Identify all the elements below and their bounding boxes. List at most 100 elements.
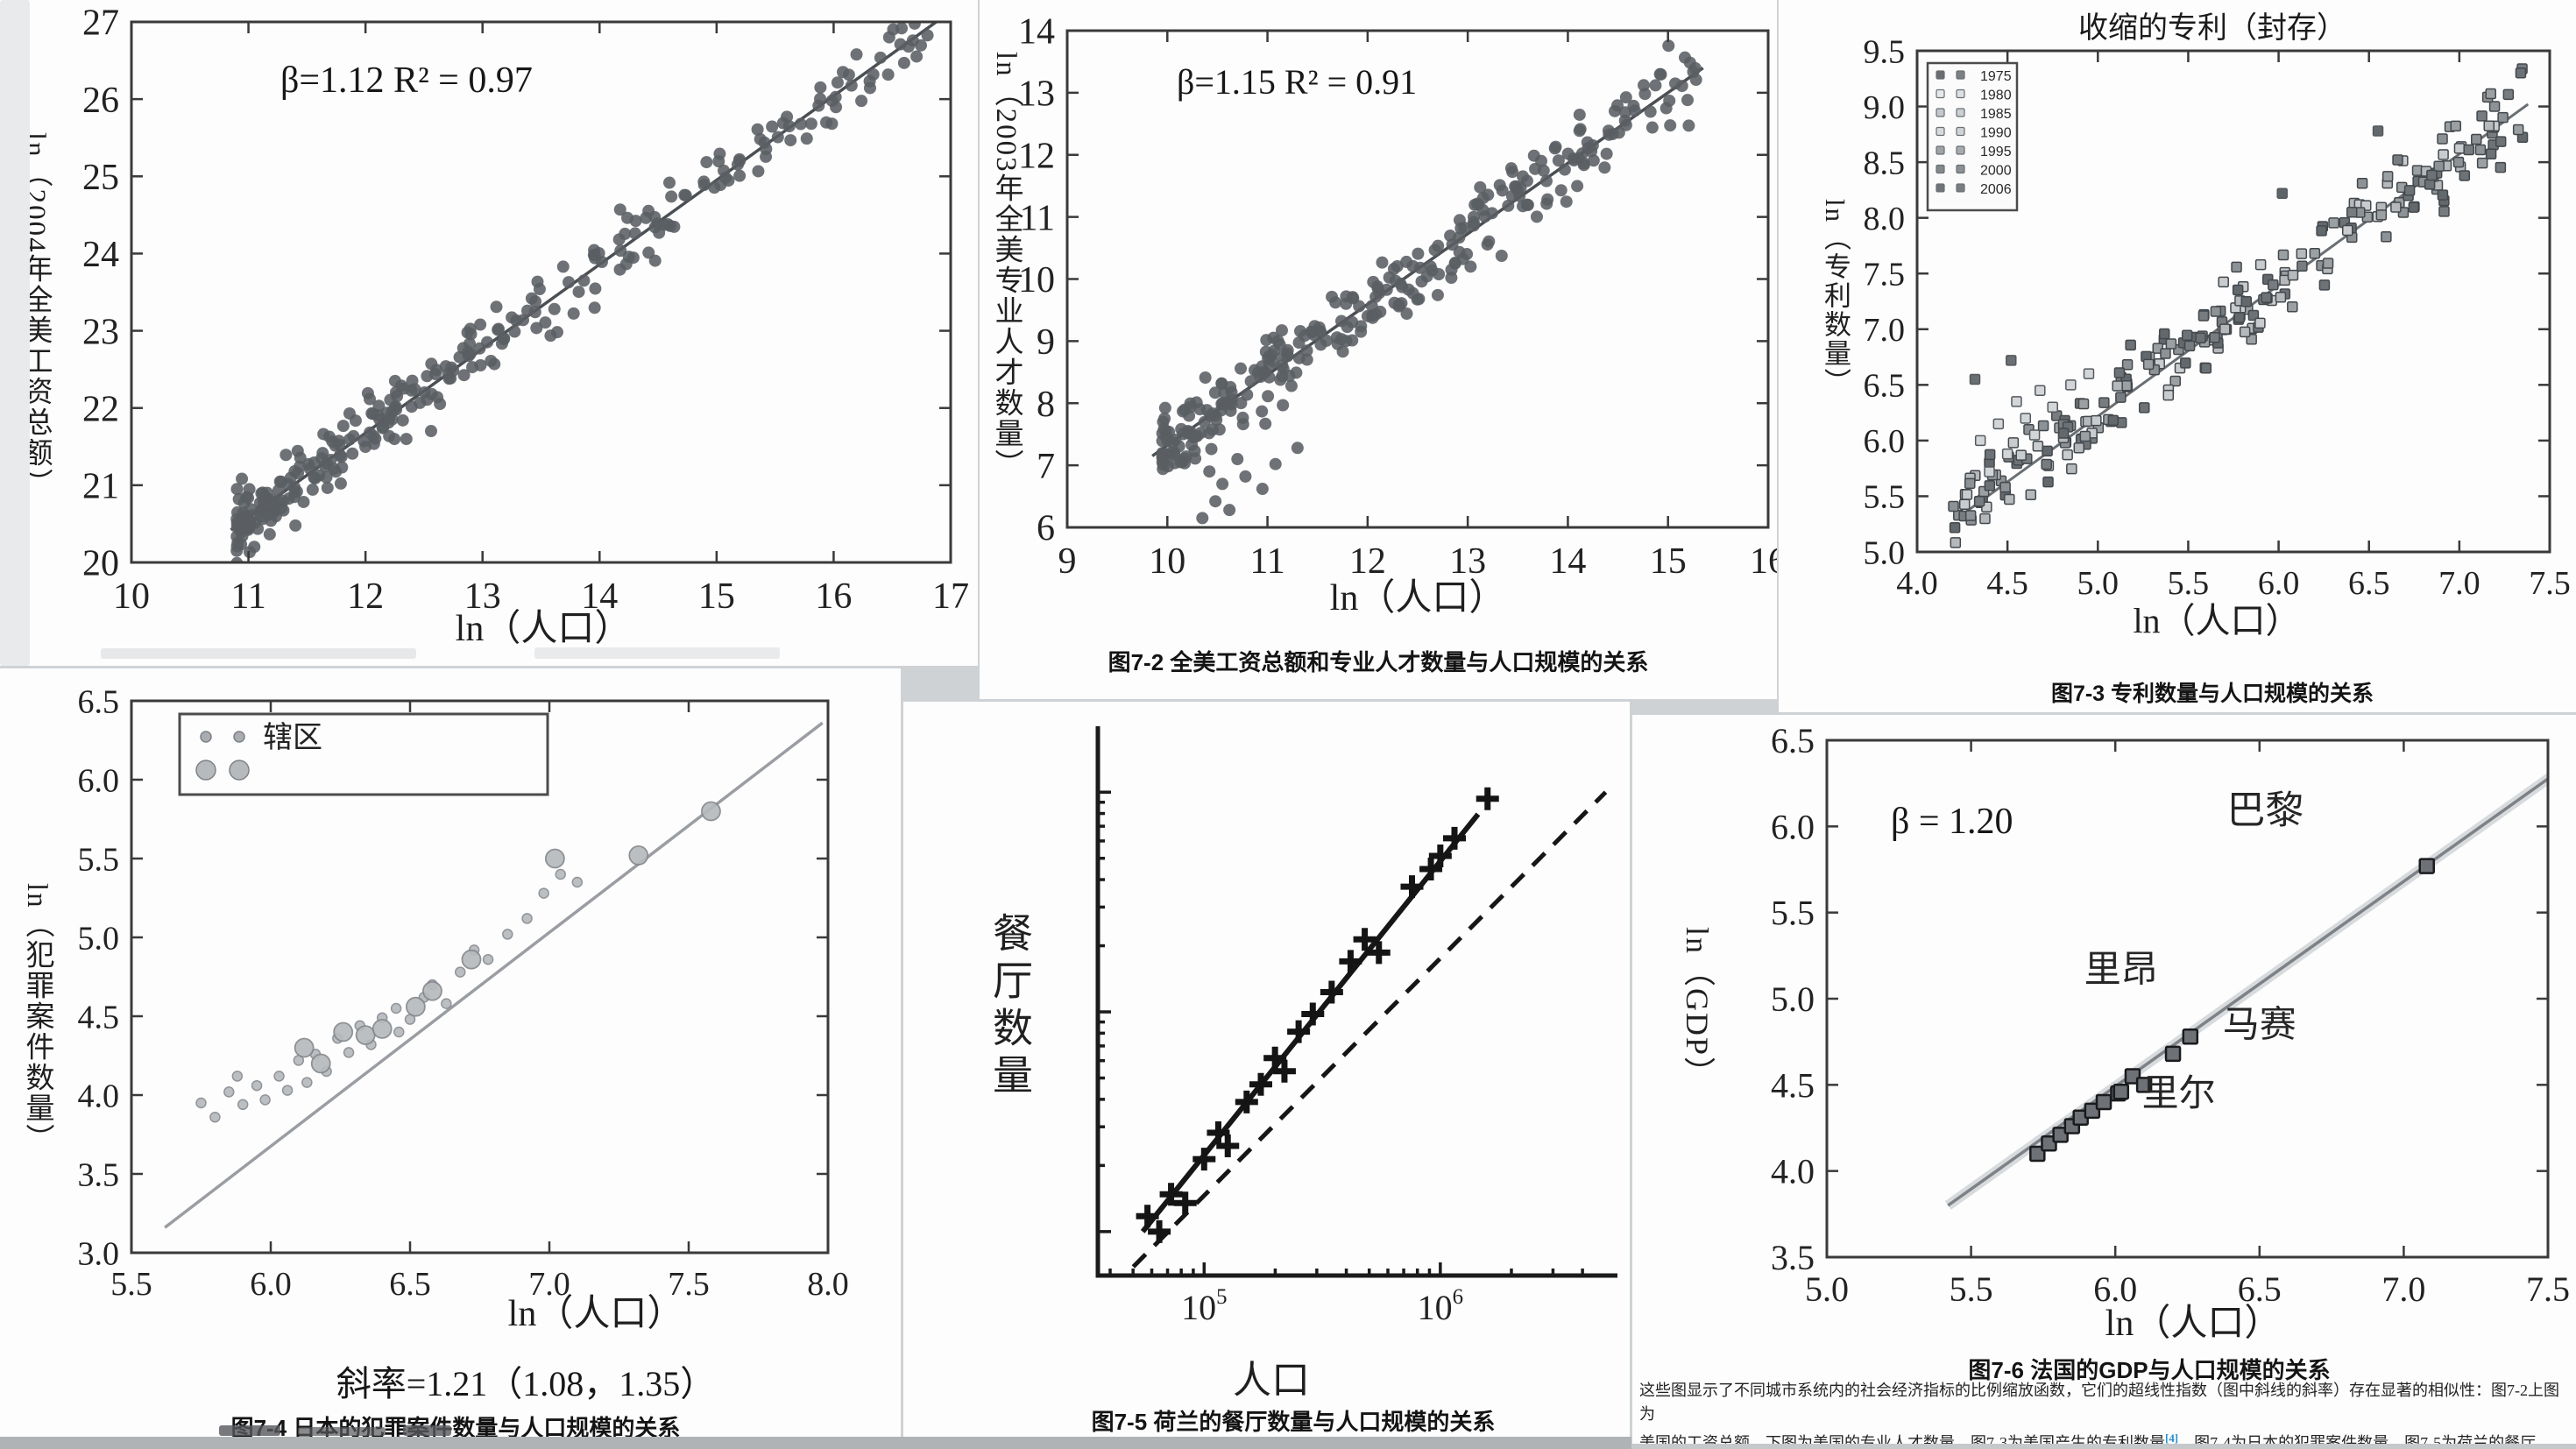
fit-line	[164, 721, 824, 1229]
y-tick-label: 4.5	[1771, 1065, 1815, 1105]
us-professionals-chart-canvas: 9 10 11 12 13 14 15 16 6 7 8 9 10 11 12 13 14	[1018, 12, 1777, 582]
y-tick-label: 5.0	[78, 920, 120, 957]
legend-swatch-icon	[1936, 88, 1945, 99]
x-tick-label: 11	[230, 576, 265, 617]
x-tick-label: 15	[698, 576, 735, 617]
description-line-1: 这些图显示了不同城市系统内的社会经济指标的比例缩放函数，它们的超线性指数（图中斜…	[1639, 1382, 2559, 1423]
tick-labels: 4.0 4.5 5.0 5.5 6.0 6.5 7.0 7.5 5.0 5.5 6.0 6.5 7.0 7…	[1864, 33, 2571, 602]
x-tick-label: 15	[1650, 541, 1687, 582]
point-label: 里尔	[2142, 1074, 2216, 1114]
y-tick-label: 7	[1037, 447, 1055, 487]
ticks	[1098, 790, 1584, 1276]
panel-patents-chart: 4.0 4.5 5.0 5.5 6.0 6.5 7.0 7.5 5.0 5.5 6.0 6.5 7.0 7…	[1779, 0, 2576, 712]
scatter-points	[2029, 858, 2435, 1163]
axes-frame	[130, 20, 952, 564]
y-tick-label: 3.0	[78, 1235, 120, 1272]
ticks	[1825, 739, 2550, 1259]
legend-label: 2006	[1980, 182, 2012, 197]
plot-area	[1944, 772, 2548, 1210]
y-tick-label: 5.5	[78, 841, 120, 878]
scan-artifact	[219, 1425, 280, 1436]
scan-artifact	[298, 1427, 386, 1436]
x-axis-label: ln（人口）	[1329, 578, 1506, 618]
x-tick-label: 5.0	[2077, 565, 2120, 602]
x-tick-label: 6.0	[2258, 565, 2300, 602]
y-tick-label: 5.5	[1771, 894, 1815, 933]
figure-caption: 图7-5 荷兰的餐厅数量与人口规模的关系	[1091, 1409, 1496, 1435]
y-tick-label: 5.0	[1864, 534, 1906, 571]
y-tick-label: 3.5	[1771, 1238, 1815, 1277]
scan-artifact	[0, 0, 30, 666]
y-tick-label: 3.5	[78, 1156, 120, 1193]
y-tick-label: 12	[1018, 136, 1055, 176]
x-tick-label: 17	[932, 576, 969, 617]
tick-labels: 10 11 12 13 14 15 16 17 20 21 22 23 24 25 26 27	[82, 4, 969, 617]
tick-labels: 5.5 6.0 6.5 7.0 7.5 8.0 3.0 3.5 4.0 4.5 5.0 5.5 6.0 6…	[78, 683, 849, 1303]
scan-edge-bar	[0, 1437, 1631, 1449]
scatter-points	[1948, 63, 2529, 548]
y-tick-label: 8.0	[1864, 201, 1906, 237]
x-tick-label: 13	[1449, 541, 1486, 582]
citation-ref-4: [4]	[2165, 1431, 2179, 1445]
scan-edge-bar	[1631, 1444, 2576, 1449]
y-tick-label: 10	[1018, 260, 1055, 300]
panel-us-wages-chart: 10 11 12 13 14 15 16 17 20 21 22 23 24 25 26 27 ln（2004…	[0, 0, 978, 666]
x-tick-label: 12	[1349, 541, 1386, 582]
x-tick-label: 4.0	[1896, 565, 1938, 602]
y-tick-label: 9.5	[1864, 33, 1906, 70]
panel-restaurants-chart: 105 106 餐厅数量 人口 图7-5 荷兰的餐厅数量与人口规模的关系	[903, 702, 1630, 1437]
chart-title: 收缩的专利（封存）	[2078, 12, 2346, 45]
figure-caption: 图7-3 专利数量与人口规模的关系	[2050, 682, 2374, 706]
y-tick-label: 23	[82, 312, 119, 352]
legend-swatch-icon	[1936, 164, 1945, 174]
point-label: 里昂	[2084, 950, 2158, 990]
x-tick-label: 6.5	[2348, 565, 2390, 602]
y-tick-label: 4.0	[1771, 1152, 1815, 1191]
legend-marker-icon	[229, 760, 250, 781]
x-tick-label: 7.5	[2529, 565, 2571, 602]
legend-swatch-icon	[1936, 108, 1945, 117]
y-tick-label: 9	[1037, 322, 1055, 363]
x-tick-label: 10	[113, 576, 150, 617]
x-tick-label: 5.5	[2168, 565, 2210, 602]
scatter-points	[230, 22, 934, 562]
scatter-points	[1136, 787, 1499, 1243]
y-tick-label: 7.5	[1864, 257, 1906, 293]
x-tick-label: 11	[1249, 541, 1284, 582]
x-axis-label: ln（人口）	[2133, 601, 2301, 640]
y-tick-label: 6.5	[1864, 368, 1906, 405]
y-tick-label: 24	[82, 235, 119, 275]
x-tick-label: 7.5	[668, 1266, 710, 1303]
y-tick-label: 13	[1018, 74, 1055, 115]
regression-stats-annotation: β=1.12 R² = 0.97	[280, 60, 533, 101]
x-tick-label: 14	[581, 576, 618, 617]
france-gdp-chart-canvas: 5.0 5.5 6.0 6.5 7.0 7.5 3.5 4.0 4.5 5.0 5.5 6.0 6.5 巴…	[1771, 721, 2570, 1309]
legend-swatch-icon	[1936, 70, 1945, 80]
y-tick-label: 8.5	[1864, 145, 1906, 181]
x-tick-label: 7.5	[2526, 1269, 2570, 1309]
legend-label: 1975	[1980, 69, 2012, 84]
plot-area	[1151, 39, 1704, 525]
y-tick-label: 4.5	[78, 999, 120, 1036]
x-axis-label: ln（人口）	[2105, 1304, 2282, 1344]
x-tick-label: 12	[347, 576, 384, 617]
ticks	[1065, 29, 1770, 529]
tick-labels: 9 10 11 12 13 14 15 16 6 7 8 9 10 11 12 13 14	[1018, 12, 1777, 582]
y-tick-label: 5.5	[1864, 479, 1906, 516]
legend-swatch-icon	[1956, 145, 1965, 155]
y-axis-label: ln（2003年全美专业人才数量）	[990, 51, 1022, 480]
legend-swatch-icon	[1956, 108, 1965, 117]
x-tick-label: 106	[1418, 1285, 1463, 1327]
y-tick-label: 14	[1018, 12, 1055, 53]
axes	[1095, 726, 1617, 1278]
y-tick-label: 5.0	[1771, 979, 1815, 1019]
y-tick-label: 27	[82, 4, 119, 44]
x-tick-label: 7.0	[528, 1266, 570, 1303]
point-label: 马赛	[2223, 1004, 2296, 1045]
y-tick-label: 8	[1037, 385, 1055, 425]
legend-label: 1995	[1980, 145, 2012, 159]
legend-swatch-icon	[1956, 88, 1965, 99]
y-tick-label: 6.5	[78, 683, 120, 720]
x-tick-label: 9	[1058, 541, 1077, 582]
